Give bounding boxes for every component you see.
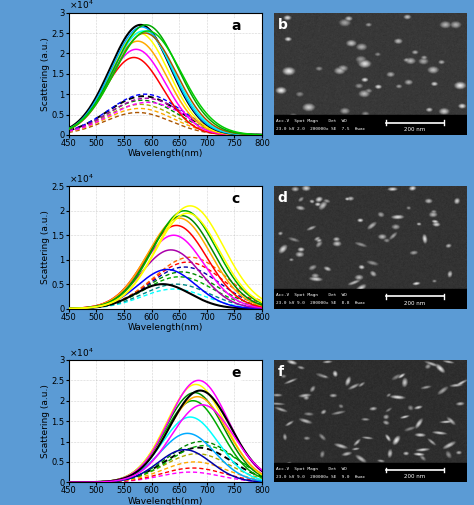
Text: Acc.V  Spot Magn    Det  WD: Acc.V Spot Magn Det WD: [275, 467, 346, 471]
Text: 200 nm: 200 nm: [404, 300, 425, 306]
Text: Acc.V  Spot Magn    Det  WD: Acc.V Spot Magn Det WD: [275, 293, 346, 297]
X-axis label: Wavelength(nm): Wavelength(nm): [128, 323, 203, 332]
Text: $\times 10^4$: $\times 10^4$: [69, 346, 93, 359]
Text: d: d: [277, 191, 287, 205]
Bar: [273, 463, 467, 482]
Text: b: b: [277, 18, 287, 31]
Y-axis label: Scattering (a.u.): Scattering (a.u.): [41, 37, 50, 111]
Bar: [273, 289, 467, 309]
Text: Acc.V  Spot Magn    Det  WD: Acc.V Spot Magn Det WD: [275, 119, 346, 123]
Text: $\times 10^4$: $\times 10^4$: [69, 173, 93, 185]
Text: 23.0 kV 9.0  200000x SE  9.0  Hwac: 23.0 kV 9.0 200000x SE 9.0 Hwac: [275, 475, 365, 479]
Text: 23.0 kV 9.0  200000x SE  8.8  Hwac: 23.0 kV 9.0 200000x SE 8.8 Hwac: [275, 301, 365, 305]
Text: a: a: [231, 19, 241, 33]
Text: 200 nm: 200 nm: [404, 127, 425, 132]
Text: 23.0 kV 2.0  200000x SE  7.5  Hwac: 23.0 kV 2.0 200000x SE 7.5 Hwac: [275, 127, 365, 131]
X-axis label: Wavelength(nm): Wavelength(nm): [128, 149, 203, 159]
Text: f: f: [277, 365, 283, 379]
Y-axis label: Scattering (a.u.): Scattering (a.u.): [41, 211, 50, 284]
Bar: [273, 115, 467, 135]
X-axis label: Wavelength(nm): Wavelength(nm): [128, 497, 203, 505]
Y-axis label: Scattering (a.u.): Scattering (a.u.): [41, 384, 50, 458]
Text: e: e: [231, 366, 241, 380]
Text: 200 nm: 200 nm: [404, 474, 425, 479]
Text: c: c: [231, 192, 239, 207]
Text: $\times 10^4$: $\times 10^4$: [69, 0, 93, 12]
